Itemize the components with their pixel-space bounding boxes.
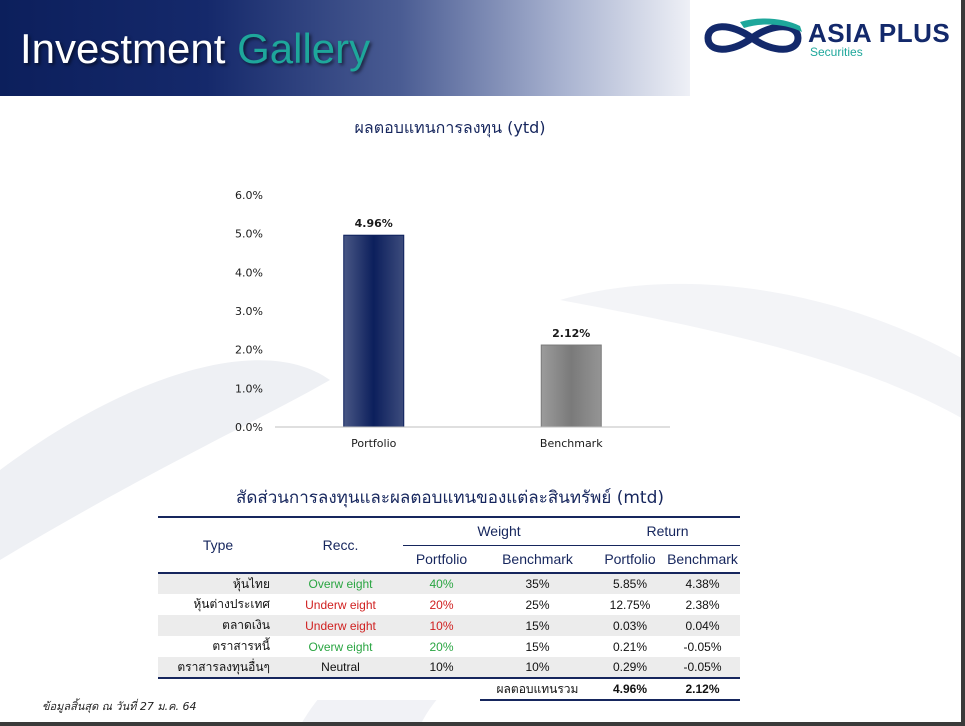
weight-benchmark-cell: 10% [480,657,595,679]
header-return-benchmark: Benchmark [665,544,740,574]
total-row: ผลตอบแทนรวม 4.96% 2.12% [158,678,740,701]
table-row: ตลาดเงิน Underw eight 10% 15% 0.03% 0.04% [158,615,740,636]
x-tick-label: Benchmark [540,437,603,450]
return-portfolio-cell: 5.85% [595,573,665,594]
table-row: หุ้นต่างประเทศ Underw eight 20% 25% 12.75% 2.… [158,594,740,615]
return-portfolio-cell: 0.03% [595,615,665,636]
logo-name: ASIA PLUS [808,18,951,48]
weight-portfolio-cell: 20% [403,594,480,615]
logo-subtitle: Securities [810,45,863,59]
bar-data-label: 2.12% [552,327,590,340]
y-tick-label: 0.0% [235,421,263,434]
weight-benchmark-cell: 15% [480,636,595,657]
asset-type-cell: หุ้นไทย [158,573,278,594]
page-title-accent: Gallery [237,25,371,72]
asset-type-cell: ตราสารหนี้ [158,636,278,657]
asia-plus-logo: ASIA PLUS Securities [700,12,955,62]
header-return: Return [595,516,740,545]
x-tick-label: Portfolio [351,437,397,450]
page-title-main: Investment [20,25,226,72]
return-benchmark-cell: 2.38% [665,594,740,615]
total-return-benchmark: 2.12% [665,678,740,701]
slide-shadow-right [961,0,965,726]
return-portfolio-cell: 0.21% [595,636,665,657]
header-type: Type [158,516,278,574]
y-tick-label: 5.0% [235,228,263,241]
header-band [0,0,690,96]
weight-portfolio-cell: 40% [403,573,480,594]
return-benchmark-cell: 4.38% [665,573,740,594]
return-bar-chart: 0.0%1.0%2.0%3.0%4.0%5.0%6.0% 4.96%2.12% … [235,189,670,450]
return-portfolio-cell: 12.75% [595,594,665,615]
return-benchmark-cell: -0.05% [665,657,740,679]
table-row: ตราสารลงทุนอื่นๆ Neutral 10% 10% 0.29% -0.05% [158,657,740,679]
y-tick-label: 2.0% [235,344,263,357]
weight-portfolio-cell: 10% [403,615,480,636]
weight-portfolio-cell: 10% [403,657,480,679]
recommendation-cell: Underw eight [278,615,403,636]
header-weight-benchmark: Benchmark [480,544,595,574]
recommendation-cell: Overw eight [278,573,403,594]
bar-data-label: 4.96% [355,217,393,230]
return-portfolio-cell: 0.29% [595,657,665,679]
weight-benchmark-cell: 35% [480,573,595,594]
chart-title: ผลตอบแทนการลงทุน (ytd) [354,118,546,137]
weight-benchmark-cell: 15% [480,615,595,636]
y-tick-label: 6.0% [235,189,263,202]
table-row: หุ้นไทย Overw eight 40% 35% 5.85% 4.38% [158,573,740,594]
asset-type-cell: ตลาดเงิน [158,615,278,636]
return-benchmark-cell: -0.05% [665,636,740,657]
bar-portfolio [343,234,405,428]
y-tick-label: 1.0% [235,382,263,395]
bar-benchmark [540,344,602,428]
data-as-of-footnote: ข้อมูลสิ้นสุด ณ วันที่ 27 ม.ค. 64 [42,700,197,713]
recommendation-cell: Neutral [278,657,403,679]
slide-shadow-bottom [0,722,965,726]
page-title: Investment Gallery [20,24,370,74]
header-weight-portfolio: Portfolio [403,544,480,574]
allocation-table: Type Recc. Weight Return Portfolio Bench… [158,516,740,701]
weight-portfolio-cell: 20% [403,636,480,657]
header-return-portfolio: Portfolio [595,544,665,574]
header-recc: Recc. [278,516,403,574]
asset-type-cell: ตราสารลงทุนอื่นๆ [158,657,278,679]
asset-type-cell: หุ้นต่างประเทศ [158,594,278,615]
header-weight: Weight [403,516,595,545]
table-row: ตราสารหนี้ Overw eight 20% 15% 0.21% -0.05% [158,636,740,657]
weight-benchmark-cell: 25% [480,594,595,615]
y-tick-label: 3.0% [235,305,263,318]
recommendation-cell: Underw eight [278,594,403,615]
total-label: ผลตอบแทนรวม [480,678,595,701]
recommendation-cell: Overw eight [278,636,403,657]
total-return-portfolio: 4.96% [595,678,665,701]
y-tick-label: 4.0% [235,266,263,279]
infinity-logo-icon [704,18,802,53]
table-title: สัดส่วนการลงทุนและผลตอบแทนของแต่ละสินทรั… [235,488,665,508]
return-benchmark-cell: 0.04% [665,615,740,636]
